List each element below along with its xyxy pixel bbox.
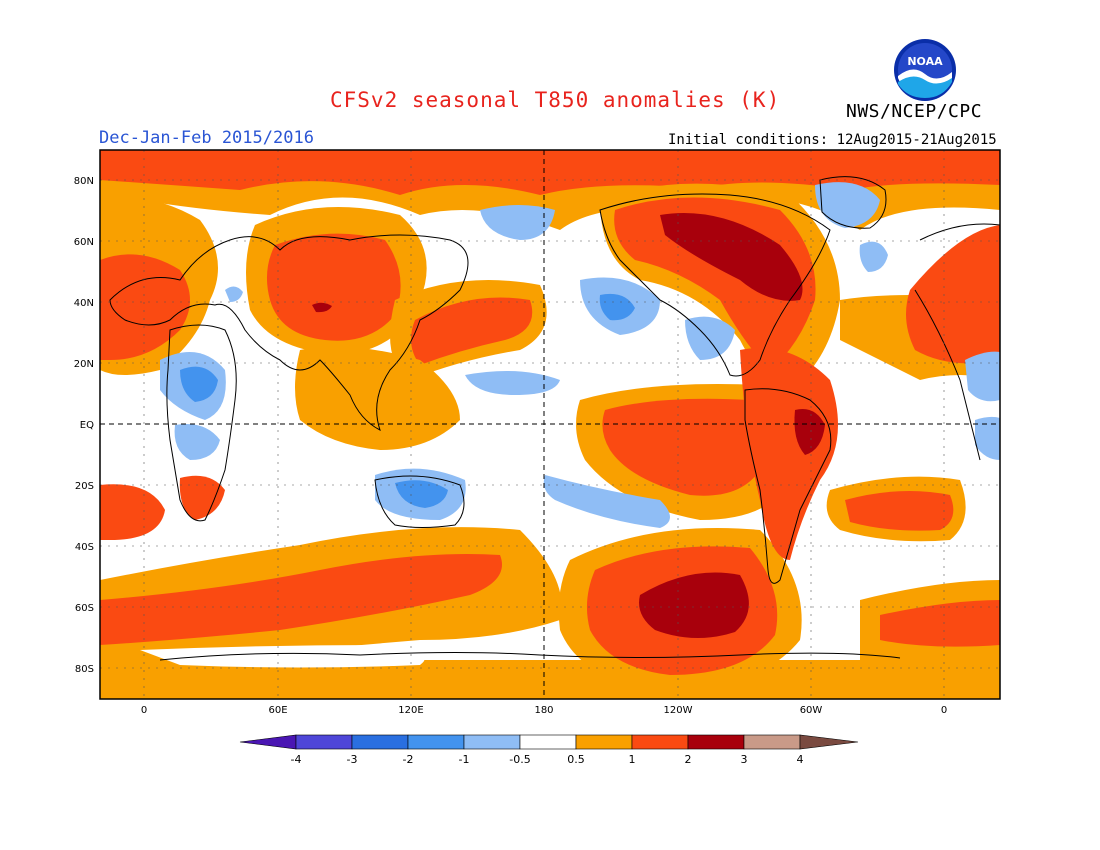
- anomaly-region: [100, 484, 165, 540]
- colorbar-label: -0.5: [509, 753, 530, 766]
- colorbar-swatch: [575, 734, 633, 750]
- lon-label: 60E: [268, 705, 287, 716]
- map-frame: [99, 149, 1001, 700]
- colorbar-label: -2: [403, 753, 414, 766]
- colorbar-label: 3: [741, 753, 748, 766]
- lat-label: 60S: [75, 603, 94, 614]
- gridlines: [100, 150, 1000, 699]
- anomaly-region: [845, 491, 954, 531]
- colorbar-swatch: [687, 734, 745, 750]
- anomaly-region: [880, 600, 1000, 647]
- lat-label: 20N: [74, 359, 94, 370]
- anomaly-region: [599, 293, 635, 321]
- colorbar-label: -1: [459, 753, 470, 766]
- lat-label: 40S: [75, 542, 94, 553]
- anomaly-region: [465, 371, 560, 395]
- anomaly-region: [100, 254, 190, 360]
- colorbar-label: -4: [291, 753, 302, 766]
- agency-label: NWS/NCEP/CPC: [846, 101, 983, 122]
- anomaly-region: [411, 297, 533, 365]
- coastlines: [109, 176, 1000, 661]
- anomaly-region: [100, 660, 1000, 699]
- anomaly-region: [180, 366, 218, 402]
- colorbar-label: 2: [685, 753, 692, 766]
- lat-label: 20S: [75, 481, 94, 492]
- colorbar-label: 1: [629, 753, 636, 766]
- lon-label: 120W: [664, 705, 693, 716]
- anomaly-region: [859, 241, 888, 272]
- initial-conditions-label: Initial conditions: 12Aug2015-21Aug2015: [668, 132, 997, 148]
- anomaly-region: [100, 150, 1000, 195]
- anomaly-region: [312, 302, 332, 313]
- colorbar-swatch: [239, 734, 297, 750]
- colorbar-swatch: [407, 734, 465, 750]
- colorbar-swatch: [351, 734, 409, 750]
- map-field: [100, 150, 1000, 699]
- svg-text:NOAA: NOAA: [907, 55, 943, 68]
- anomaly-region: [100, 554, 502, 645]
- colorbar-swatch: [631, 734, 689, 750]
- noaa-logo-icon: NOAA: [894, 39, 956, 101]
- lat-label: 60N: [74, 237, 94, 248]
- anomaly-region: [660, 213, 803, 301]
- lat-label: 40N: [74, 298, 94, 309]
- colorbar-swatch: [799, 734, 859, 750]
- lon-label: 120E: [398, 705, 423, 716]
- anomaly-region: [815, 182, 880, 228]
- colorbar: -4 -3 -2 -1 -0.5 0.5 1 2 3 4: [239, 734, 859, 766]
- lon-label: 0: [941, 705, 947, 716]
- lat-label: 80N: [74, 176, 94, 187]
- anomaly-region: [740, 348, 838, 560]
- colorbar-swatch: [743, 734, 801, 750]
- season-label: Dec-Jan-Feb 2015/2016: [99, 128, 314, 148]
- anomaly-region: [543, 475, 670, 528]
- longitude-labels: 0 60E 120E 180 120W 60W 0: [141, 705, 947, 716]
- colorbar-swatch: [463, 734, 521, 750]
- latitude-labels: 80N 60N 40N 20N EQ 20S 40S 60S 80S: [74, 176, 94, 675]
- lat-label: EQ: [80, 420, 94, 431]
- lat-label: 80S: [75, 664, 94, 675]
- lon-label: 60W: [800, 705, 823, 716]
- anomaly-region: [140, 645, 425, 668]
- chart-title: CFSv2 seasonal T850 anomalies (K): [330, 88, 781, 112]
- colorbar-label: -3: [347, 753, 358, 766]
- anomaly-region: [602, 398, 764, 496]
- anomaly-region: [906, 225, 1000, 364]
- anomaly-region: [266, 233, 401, 341]
- anomaly-region: [794, 409, 825, 455]
- anomaly-region: [225, 286, 243, 302]
- anomaly-region: [395, 480, 448, 508]
- anomaly-region: [179, 475, 225, 520]
- colorbar-swatch: [295, 734, 353, 750]
- equator-dateline: [100, 150, 1000, 699]
- anomaly-region: [174, 424, 220, 460]
- colorbar-swatch: [519, 734, 577, 750]
- lon-label: 0: [141, 705, 147, 716]
- lon-label: 180: [534, 705, 553, 716]
- anomaly-region: [639, 572, 749, 639]
- anomaly-region: [975, 416, 1000, 460]
- colorbar-label: 4: [797, 753, 804, 766]
- anomaly-region: [480, 205, 555, 240]
- colorbar-label: 0.5: [567, 753, 585, 766]
- anomaly-region: [965, 351, 1000, 402]
